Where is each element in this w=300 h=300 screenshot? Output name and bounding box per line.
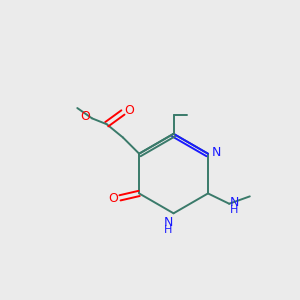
Text: H: H: [164, 225, 172, 236]
Text: O: O: [109, 192, 118, 205]
Text: O: O: [124, 103, 134, 117]
Text: H: H: [230, 205, 239, 215]
Text: N: N: [164, 216, 173, 229]
Text: N: N: [212, 146, 221, 159]
Text: N: N: [230, 196, 239, 209]
Text: O: O: [81, 110, 91, 123]
